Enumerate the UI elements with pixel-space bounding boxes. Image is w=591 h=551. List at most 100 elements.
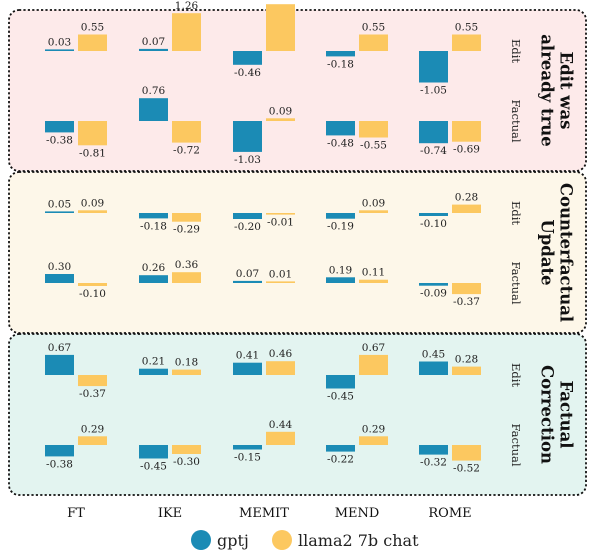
category-label: MEMIT	[239, 506, 289, 521]
data-label: 0.18	[175, 357, 198, 369]
data-label: 0.29	[362, 423, 385, 435]
legend-swatch	[272, 530, 292, 550]
bar-gptj	[233, 51, 262, 65]
data-label: -0.69	[453, 144, 480, 156]
bar-llama2-7b-chat	[172, 13, 201, 51]
data-label: 0.41	[236, 350, 259, 362]
data-label: -0.45	[140, 461, 167, 473]
bar-gptj	[419, 213, 448, 216]
bar-llama2-7b-chat	[172, 369, 201, 375]
data-label: 0.26	[142, 262, 166, 274]
panel-title: CounterfactualUpdate	[538, 183, 576, 322]
bar-gptj	[326, 213, 355, 219]
data-label: 1.56	[269, 0, 293, 3]
panel-title-line: Factual	[557, 380, 576, 448]
data-label: 0.07	[236, 268, 259, 280]
data-label: 0.09	[81, 197, 104, 209]
bar-llama2-7b-chat	[452, 34, 481, 51]
data-label: 0.36	[175, 259, 199, 271]
data-label: -0.32	[420, 457, 447, 469]
data-label: -0.45	[327, 391, 354, 403]
data-label: -0.09	[420, 288, 447, 300]
data-label: 0.30	[48, 261, 71, 273]
data-label: -0.18	[140, 220, 167, 232]
bar-llama2-7b-chat	[78, 121, 107, 146]
panel-title-line: Edit was	[557, 52, 576, 130]
legend-label: gptj	[217, 531, 249, 550]
bar-llama2-7b-chat	[266, 361, 295, 375]
data-label: 0.28	[455, 192, 478, 204]
bar-gptj	[326, 121, 355, 136]
panel-title-line: Update	[538, 219, 557, 285]
panel-title-line: Correction	[538, 365, 557, 464]
legend: gptj llama2 7b chat	[191, 530, 419, 550]
bar-llama2-7b-chat	[359, 34, 388, 51]
bar-llama2-7b-chat	[359, 354, 388, 375]
bar-gptj	[233, 121, 262, 152]
bar-gptj	[45, 121, 74, 133]
bar-llama2-7b-chat	[78, 34, 107, 51]
data-label: -0.55	[360, 140, 387, 152]
data-label: 0.09	[269, 105, 292, 117]
bar-llama2-7b-chat	[359, 436, 388, 445]
panel-background	[8, 171, 587, 334]
bar-gptj	[233, 362, 262, 375]
bar-gptj	[326, 51, 355, 57]
bar-llama2-7b-chat	[452, 366, 481, 375]
data-label: 0.67	[362, 342, 385, 354]
row-label: Factual	[509, 261, 523, 304]
data-label: 0.46	[269, 348, 293, 360]
data-label: -0.81	[79, 147, 106, 159]
bar-llama2-7b-chat	[359, 210, 388, 213]
bar-llama2-7b-chat	[266, 4, 295, 51]
panel: Edit wasalready true Edit 0.03 0.55 0.07 1.26…	[8, 0, 587, 172]
data-label: -0.18	[327, 58, 354, 70]
data-label: -1.05	[420, 85, 447, 97]
bar-gptj	[45, 445, 74, 457]
data-label: -0.38	[46, 134, 73, 146]
panel-title-line: already true	[538, 34, 557, 147]
data-label: -0.19	[327, 221, 354, 233]
bar-gptj	[326, 277, 355, 283]
data-label: -0.29	[173, 224, 200, 236]
bar-llama2-7b-chat	[266, 213, 295, 215]
panels-layer: Edit wasalready true Edit 0.03 0.55 0.07 1.26…	[8, 0, 587, 496]
bar-gptj	[139, 98, 168, 121]
bar-gptj	[419, 361, 448, 375]
bar-llama2-7b-chat	[359, 279, 388, 283]
data-label: -0.30	[173, 456, 200, 468]
legend-label: llama2 7b chat	[298, 531, 419, 550]
bar-gptj	[45, 49, 74, 51]
bar-llama2-7b-chat	[78, 436, 107, 445]
data-label: 0.21	[142, 356, 165, 368]
bar-gptj	[419, 445, 448, 455]
category-label: MEND	[335, 506, 380, 521]
data-label: 0.55	[362, 22, 385, 34]
data-label: -0.52	[453, 463, 480, 475]
category-labels: FT IKE MEMIT MEND ROME	[67, 506, 471, 521]
bar-llama2-7b-chat	[452, 204, 481, 213]
bar-gptj	[139, 213, 168, 219]
bar-gptj	[419, 283, 448, 286]
data-label: 1.26	[175, 0, 199, 12]
data-label: 0.67	[48, 342, 71, 354]
bar-llama2-7b-chat	[172, 213, 201, 222]
bar-gptj	[45, 354, 74, 375]
panel-background	[8, 333, 587, 496]
bar-gptj	[139, 48, 168, 51]
data-label: -0.48	[327, 137, 354, 149]
bar-llama2-7b-chat	[452, 121, 481, 142]
data-label: 0.44	[269, 419, 293, 431]
data-label: 0.01	[269, 268, 292, 280]
bar-llama2-7b-chat	[452, 283, 481, 295]
bar-llama2-7b-chat	[452, 445, 481, 461]
data-label: 0.55	[81, 22, 104, 34]
data-label: 0.07	[142, 36, 165, 48]
panel: CounterfactualUpdate Edit 0.05 0.09 -0.18 -0.…	[8, 171, 587, 334]
data-label: 0.45	[422, 349, 445, 361]
category-label: ROME	[428, 506, 471, 521]
bar-llama2-7b-chat	[172, 272, 201, 283]
bar-gptj	[139, 368, 168, 375]
bar-gptj	[233, 213, 262, 219]
